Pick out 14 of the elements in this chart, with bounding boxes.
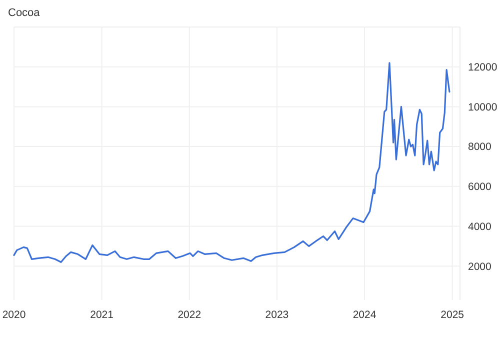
y-tick-label: 8000: [468, 141, 492, 154]
y-tick-label: 6000: [468, 181, 492, 194]
x-tick-label: 2020: [2, 309, 26, 321]
x-tick-label: 2024: [352, 309, 376, 321]
y-tick-label: 2000: [468, 260, 492, 273]
x-tick-label: 2021: [90, 309, 114, 321]
line-series: [13, 62, 450, 263]
y-tick-label: 10000: [468, 101, 498, 114]
y-tick-label: 12000: [468, 62, 498, 74]
x-tick-label: 2023: [265, 309, 289, 321]
chart-title: Cocoa: [8, 7, 41, 19]
y-tick-label: 4000: [468, 220, 492, 233]
x-tick-label: 2025: [440, 309, 464, 321]
x-tick-label: 2022: [178, 309, 202, 321]
